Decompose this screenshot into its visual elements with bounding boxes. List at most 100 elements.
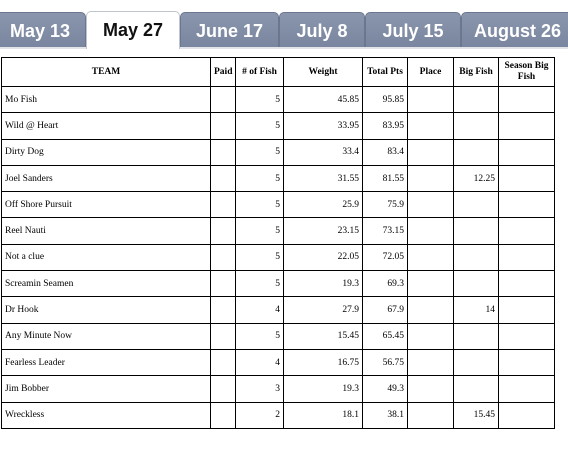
header-paid: Paid xyxy=(210,57,236,87)
total-pts-cell: 73.15 xyxy=(362,217,408,245)
table-row: Wreckless 2 18.1 38.1 15.45 xyxy=(1,401,555,429)
big-fish-cell: 14 xyxy=(453,296,499,324)
team-cell: Wild @ Heart xyxy=(1,112,211,140)
total-pts-cell: 81.55 xyxy=(362,164,408,193)
tab-may-27[interactable]: May 27 xyxy=(86,11,180,49)
season-big-fish-cell xyxy=(498,191,555,219)
fish-count-cell: 5 xyxy=(235,243,284,272)
paid-cell xyxy=(210,401,236,429)
total-pts-cell: 95.85 xyxy=(362,85,408,114)
total-pts-cell: 69.3 xyxy=(362,270,408,298)
team-cell: Any Minute Now xyxy=(1,322,211,350)
paid-cell xyxy=(210,191,236,219)
header-season-big-fish: Season Big Fish xyxy=(498,57,555,87)
weight-cell: 23.15 xyxy=(283,217,363,245)
tab-june-17[interactable]: June 17 xyxy=(180,12,279,47)
header-total-pts: Total Pts xyxy=(362,57,408,87)
table-row: Screamin Seamen 5 19.3 69.3 xyxy=(1,270,555,298)
big-fish-cell xyxy=(453,270,499,298)
big-fish-cell xyxy=(453,243,499,272)
tab-underline xyxy=(0,47,568,49)
team-cell: Screamin Seamen xyxy=(1,270,211,298)
weight-cell: 16.75 xyxy=(283,348,363,377)
paid-cell xyxy=(210,322,236,350)
paid-cell xyxy=(210,270,236,298)
team-cell: Reel Nauti xyxy=(1,217,211,245)
fish-count-cell: 2 xyxy=(235,401,284,429)
fish-count-cell: 5 xyxy=(235,85,284,114)
table-row: Fearless Leader 4 16.75 56.75 xyxy=(1,348,555,377)
total-pts-cell: 38.1 xyxy=(362,401,408,429)
season-big-fish-cell xyxy=(498,138,555,166)
fish-count-cell: 3 xyxy=(235,375,284,403)
weight-cell: 15.45 xyxy=(283,322,363,350)
tab-bar: May 13 May 27 June 17 July 8 July 15 Aug… xyxy=(0,0,568,49)
season-big-fish-cell xyxy=(498,322,555,350)
place-cell xyxy=(407,112,454,140)
paid-cell xyxy=(210,375,236,403)
season-big-fish-cell xyxy=(498,85,555,114)
team-cell: Joel Sanders xyxy=(1,164,211,193)
table-row: Joel Sanders 5 31.55 81.55 12.25 xyxy=(1,164,555,193)
total-pts-cell: 49.3 xyxy=(362,375,408,403)
big-fish-cell xyxy=(453,322,499,350)
paid-cell xyxy=(210,164,236,193)
place-cell xyxy=(407,138,454,166)
total-pts-cell: 67.9 xyxy=(362,296,408,324)
weight-cell: 19.3 xyxy=(283,270,363,298)
season-big-fish-cell xyxy=(498,243,555,272)
place-cell xyxy=(407,85,454,114)
weight-cell: 22.05 xyxy=(283,243,363,272)
weight-cell: 18.1 xyxy=(283,401,363,429)
weight-cell: 33.4 xyxy=(283,138,363,166)
total-pts-cell: 75.9 xyxy=(362,191,408,219)
season-big-fish-cell xyxy=(498,401,555,429)
big-fish-cell xyxy=(453,191,499,219)
place-cell xyxy=(407,375,454,403)
total-pts-cell: 65.45 xyxy=(362,322,408,350)
tab-august-26[interactable]: August 26 xyxy=(461,12,568,47)
fish-count-cell: 5 xyxy=(235,138,284,166)
fish-count-cell: 4 xyxy=(235,296,284,324)
header-team: TEAM xyxy=(1,57,211,87)
paid-cell xyxy=(210,348,236,377)
table-row: Dr Hook 4 27.9 67.9 14 xyxy=(1,296,555,324)
season-big-fish-cell xyxy=(498,375,555,403)
table-row: Off Shore Pursuit 5 25.9 75.9 xyxy=(1,191,555,219)
season-big-fish-cell xyxy=(498,348,555,377)
big-fish-cell: 12.25 xyxy=(453,164,499,193)
paid-cell xyxy=(210,112,236,140)
team-cell: Off Shore Pursuit xyxy=(1,191,211,219)
table-row: Any Minute Now 5 15.45 65.45 xyxy=(1,322,555,350)
place-cell xyxy=(407,348,454,377)
table-row: Reel Nauti 5 23.15 73.15 xyxy=(1,217,555,245)
header-big-fish: Big Fish xyxy=(453,57,499,87)
place-cell xyxy=(407,401,454,429)
season-big-fish-cell xyxy=(498,270,555,298)
team-cell: Fearless Leader xyxy=(1,348,211,377)
table-row: Wild @ Heart 5 33.95 83.95 xyxy=(1,112,555,140)
big-fish-cell xyxy=(453,138,499,166)
team-cell: Not a clue xyxy=(1,243,211,272)
paid-cell xyxy=(210,243,236,272)
season-big-fish-cell xyxy=(498,217,555,245)
place-cell xyxy=(407,191,454,219)
paid-cell xyxy=(210,217,236,245)
weight-cell: 25.9 xyxy=(283,191,363,219)
tab-may-13[interactable]: May 13 xyxy=(0,12,86,47)
tab-july-15[interactable]: July 15 xyxy=(365,12,461,47)
fish-count-cell: 5 xyxy=(235,322,284,350)
table-row: Jim Bobber 3 19.3 49.3 xyxy=(1,375,555,403)
place-cell xyxy=(407,243,454,272)
tab-july-8[interactable]: July 8 xyxy=(279,12,365,47)
season-big-fish-cell xyxy=(498,164,555,193)
place-cell xyxy=(407,296,454,324)
team-cell: Mo Fish xyxy=(1,85,211,114)
header-row: TEAM Paid # of Fish Weight Total Pts Pla… xyxy=(1,57,555,87)
place-cell xyxy=(407,322,454,350)
paid-cell xyxy=(210,138,236,166)
paid-cell xyxy=(210,296,236,324)
total-pts-cell: 83.4 xyxy=(362,138,408,166)
table-row: Mo Fish 5 45.85 95.85 xyxy=(1,85,555,114)
team-cell: Dr Hook xyxy=(1,296,211,324)
